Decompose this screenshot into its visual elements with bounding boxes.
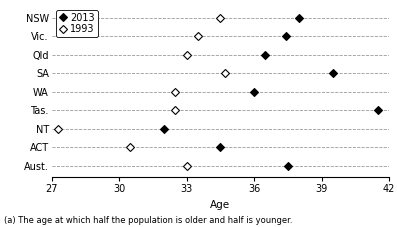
- 2013: [376, 109, 380, 112]
- Text: (a) The age at which half the population is older and half is younger.: (a) The age at which half the population…: [4, 216, 293, 225]
- 1993: [56, 128, 61, 130]
- 2013: [283, 35, 288, 38]
- 1993: [195, 35, 200, 38]
- 1993: [222, 72, 227, 75]
- X-axis label: Age: Age: [210, 200, 230, 210]
- 1993: [173, 91, 178, 93]
- 2013: [330, 72, 335, 75]
- 2013: [263, 54, 268, 56]
- 1993: [128, 146, 133, 149]
- Line: 1993: 1993: [56, 15, 227, 169]
- 2013: [297, 17, 301, 19]
- 1993: [184, 54, 189, 56]
- Legend: 2013, 1993: 2013, 1993: [56, 10, 98, 37]
- 2013: [162, 128, 166, 130]
- 1993: [173, 109, 178, 112]
- 2013: [252, 91, 256, 93]
- 2013: [218, 146, 223, 149]
- 1993: [184, 165, 189, 167]
- 2013: [285, 165, 290, 167]
- 1993: [218, 17, 223, 19]
- Line: 2013: 2013: [161, 15, 381, 169]
